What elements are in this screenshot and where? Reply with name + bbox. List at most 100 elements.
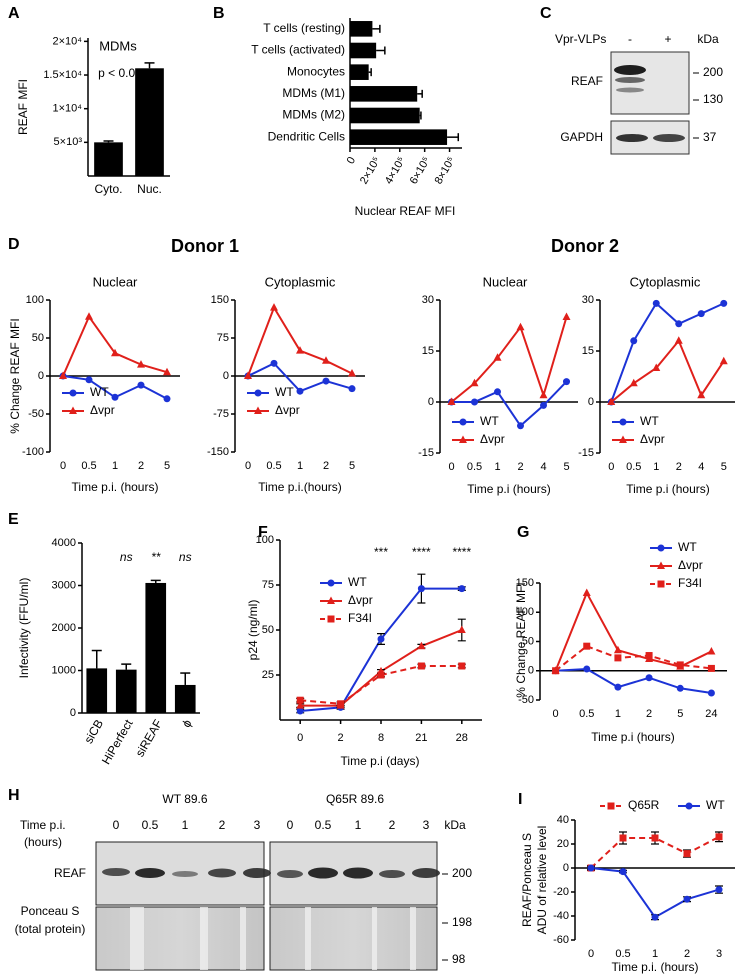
marker: [629, 378, 638, 387]
y-tick-label: Dendritic Cells: [268, 129, 345, 143]
marker: [651, 834, 659, 842]
annotation: p < 0.05: [98, 66, 142, 80]
legend-marker: [254, 389, 262, 397]
marker: [457, 625, 466, 633]
marker: [676, 661, 684, 669]
y-tick-label: -100: [22, 446, 44, 458]
marker: [348, 385, 356, 393]
blot-treatment: Vpr-VLPs: [555, 32, 606, 46]
marker: [587, 864, 595, 872]
y-tick-label: 0: [223, 370, 229, 382]
legend-label: Δvpr: [275, 403, 300, 417]
y-tick-label: 0: [528, 665, 534, 677]
series-line: [555, 667, 712, 694]
legend-marker: [657, 544, 665, 552]
bar: [115, 669, 137, 713]
y-tick-label: 2×10⁴: [52, 35, 82, 47]
size-marker: 198: [452, 915, 472, 929]
legend-label: Δvpr: [480, 432, 505, 446]
panel-label: A: [8, 5, 20, 22]
x-axis-label: Time p.i.(hours): [258, 480, 342, 494]
x-axis-label: Time p.i (hours): [467, 482, 551, 496]
y-tick-label: 0: [38, 370, 44, 382]
lane-label: 2: [219, 818, 226, 832]
legend-label: Δvpr: [348, 593, 373, 607]
y-tick-label: 150: [211, 294, 229, 306]
legend-marker: [607, 802, 615, 810]
panel-label: H: [8, 787, 20, 804]
marker: [630, 337, 638, 345]
series-line: [450, 316, 568, 403]
marker: [645, 674, 653, 682]
marker: [517, 422, 524, 430]
marker: [163, 367, 171, 376]
y-tick-label: 15: [422, 345, 434, 357]
x-tick-label: 2: [323, 460, 329, 472]
bar: [350, 21, 373, 37]
x-tick-label: 0.5: [81, 460, 96, 472]
marker: [417, 585, 425, 593]
marker: [270, 359, 278, 367]
donor-title: Donor 1: [171, 236, 239, 256]
legend-marker: [327, 596, 335, 604]
blot-row-label: REAF: [54, 866, 86, 880]
panel-label: E: [8, 511, 19, 528]
legend-marker: [685, 802, 693, 810]
x-tick-label: 0.5: [579, 708, 594, 720]
marker: [137, 381, 145, 389]
panel-label: F: [258, 524, 268, 541]
y-tick-label: 25: [262, 669, 274, 681]
donor-title: Donor 2: [551, 236, 619, 256]
x-tick-label: 0.5: [266, 460, 281, 472]
y-tick-label: 3000: [52, 579, 76, 591]
y-tick-label: 0: [70, 707, 76, 719]
annotation: ****: [412, 545, 431, 559]
annotation: **: [151, 550, 161, 564]
series-line: [247, 362, 353, 393]
x-tick-label: 24: [705, 708, 717, 720]
marker: [417, 662, 425, 670]
x-tick-label: 0: [608, 461, 614, 473]
x-tick-label: 28: [456, 732, 468, 744]
marker: [296, 696, 304, 704]
marker: [707, 646, 716, 655]
marker: [270, 303, 278, 311]
marker: [337, 700, 345, 708]
marker: [244, 371, 252, 379]
blot-band: [653, 134, 685, 142]
chart-title: Cytoplasmic: [265, 274, 336, 289]
marker: [85, 376, 93, 384]
marker: [562, 312, 571, 320]
marker: [651, 913, 659, 921]
x-axis-label: Time p.i (hours): [591, 730, 675, 744]
lane-label: 0: [287, 818, 294, 832]
x-tick-label: 2: [684, 948, 690, 960]
x-tick-label: 2×10⁵: [358, 155, 383, 186]
blot-unit: kDa: [444, 818, 466, 832]
chart-title: Cytoplasmic: [630, 274, 701, 289]
legend-marker: [657, 580, 665, 588]
legend-label: WT: [90, 385, 109, 399]
lane-label: 2: [389, 818, 396, 832]
y-axis-label: p24 (ng/ml): [246, 600, 260, 661]
series-line: [62, 314, 168, 377]
size-marker: 200: [452, 866, 472, 880]
marker: [59, 371, 67, 379]
marker: [458, 662, 466, 670]
y-tick-label: -40: [553, 910, 569, 922]
size-marker: 37: [703, 130, 717, 144]
lane-label: 1: [355, 818, 362, 832]
marker: [614, 683, 622, 691]
marker: [111, 393, 119, 401]
blot-image: [610, 51, 690, 115]
marker: [111, 348, 119, 357]
x-tick-label: 1: [494, 461, 500, 473]
legend-label: F34I: [678, 576, 702, 590]
y-tick-label: 100: [26, 294, 44, 306]
series-line: [610, 301, 725, 403]
size-marker: 98: [452, 952, 466, 966]
marker: [583, 642, 591, 650]
legend-marker: [619, 435, 627, 443]
legend-label: WT: [706, 798, 725, 812]
chart-title: MDMs: [99, 38, 137, 53]
